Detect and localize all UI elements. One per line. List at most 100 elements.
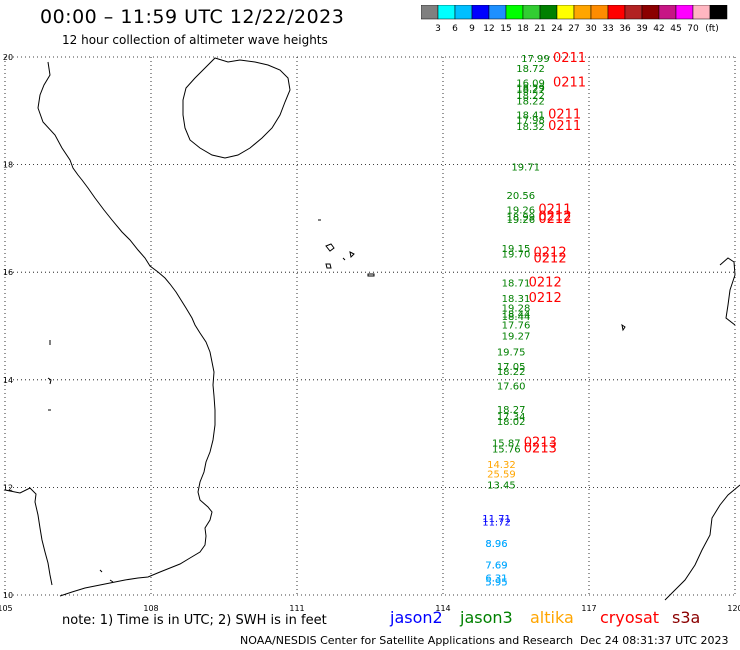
cryosat-reading: 0211	[548, 119, 581, 134]
color-scale-label: 36	[619, 24, 631, 34]
color-scale-label: 9	[469, 24, 475, 34]
jason3-reading: 18.41	[516, 110, 545, 121]
jason3-reading: 18.02	[497, 417, 526, 428]
jason3-reading: 17.60	[497, 381, 526, 392]
color-scale-label: 24	[551, 24, 563, 34]
jason3-reading: 17.99	[521, 54, 550, 65]
jason3-reading: 13.45	[487, 480, 516, 491]
jason3-reading: 18.44	[502, 309, 531, 320]
color-scale-labels: 3 6 9 12 15 18 21 24 27 30 33 36 39 42 45 70 (ft)	[435, 24, 719, 34]
cryosat-reading: 0211	[553, 76, 586, 91]
latitude-label: 10	[3, 591, 13, 600]
jason3-reading: 15.76	[492, 444, 521, 455]
color-scale-label: 39	[636, 24, 648, 34]
jason2-reading: 8.96	[485, 539, 507, 550]
jason3-reading: 18.22	[516, 96, 545, 107]
vietnam-coastline	[37, 61, 216, 597]
con-dao-islands	[47, 340, 114, 583]
color-scale-label: 30	[585, 24, 597, 34]
jason3-reading: 18.29	[516, 83, 545, 94]
legend-altika: altika	[530, 608, 574, 627]
longitude-label: 105	[0, 604, 13, 613]
color-scale-label: 42	[653, 24, 664, 34]
jason3-reading: 17.05	[497, 362, 526, 373]
jason2-reading-light: 6.31	[485, 574, 507, 585]
color-scale-label: 45	[670, 24, 681, 34]
longitude-label: 114	[435, 604, 450, 613]
jason3-reading: 18.22	[516, 91, 545, 102]
jason3-reading: 20.56	[507, 191, 536, 202]
latitude-label: 18	[3, 161, 13, 170]
altika-reading: 25.59	[487, 470, 516, 481]
jason3-reading: 15.87	[492, 439, 521, 450]
cryosat-reading: 0212	[529, 276, 562, 291]
longitude-label: 108	[143, 604, 158, 613]
jason2-reading: 5.95	[485, 577, 507, 588]
jason2-reading: 7.69	[485, 561, 507, 572]
wave-height-readings: 17.9918.7216.0918.2918.2718.2218.2218.41…	[482, 51, 586, 588]
jason2-reading: 11.71	[482, 514, 511, 525]
color-scale-swatches	[421, 5, 728, 20]
cryosat-reading: 0211	[538, 203, 571, 218]
cryosat-reading: 0212	[538, 212, 571, 227]
jason3-reading: 18.72	[516, 64, 545, 75]
altika-reading: 14.32	[487, 460, 516, 471]
chart-title: 00:00 – 11:59 UTC 12/22/2023	[40, 6, 345, 28]
palawan-coastline	[664, 484, 740, 601]
map-gridlines	[4, 56, 736, 596]
latitude-label: 14	[3, 376, 13, 385]
latitude-tick-labels: 20 18 16 14 12 10	[3, 53, 13, 600]
color-scale-unit: (ft)	[705, 24, 719, 34]
longitude-label: 120	[727, 604, 740, 613]
longitude-label: 117	[581, 604, 596, 613]
color-scale-label: 27	[568, 24, 579, 34]
jason3-reading: 19.15	[502, 244, 531, 255]
legend-jason2: jason2	[390, 608, 443, 627]
small-reef	[621, 323, 626, 332]
latitude-label: 12	[3, 483, 13, 492]
jason3-reading: 17.76	[502, 321, 531, 332]
jason3-reading: 19.28	[502, 303, 531, 314]
jason3-reading: 18.27	[497, 405, 526, 416]
jason3-reading: 19.27	[502, 331, 531, 342]
jason2-reading: 11.72	[482, 518, 511, 529]
longitude-label: 111	[289, 604, 304, 613]
color-scale-label: 21	[534, 24, 545, 34]
cryosat-reading: 0211	[548, 107, 581, 122]
color-scale-label: 6	[452, 24, 458, 34]
color-swatch	[709, 5, 728, 20]
legend-s3a: s3a	[672, 608, 701, 627]
color-scale-label: 15	[500, 24, 511, 34]
jason3-reading: 18.22	[497, 367, 526, 378]
footer-credit: NOAA/NESDIS Center for Satellite Applica…	[240, 634, 574, 647]
jason3-reading: 19.26	[507, 215, 536, 226]
jason3-reading: 19.75	[497, 348, 526, 359]
color-scale-label: 70	[687, 24, 699, 34]
jason3-reading: 17.34	[497, 412, 526, 423]
latitude-label: 20	[3, 53, 13, 62]
jason3-reading: 16.09	[516, 79, 545, 90]
cryosat-reading: 0212	[534, 252, 567, 267]
jason2-reading: 6.31	[485, 574, 507, 585]
jason3-reading: 18.99	[507, 213, 536, 224]
color-scale-bar: 3 6 9 12 15 18 21 24 27 30 33 36 39 42 45 70 (ft)	[421, 5, 728, 34]
jason3-reading: 18.71	[502, 279, 531, 290]
legend-jason3: jason3	[460, 608, 513, 627]
cryosat-reading: 0212	[538, 210, 571, 225]
jason3-reading: 19.26	[507, 206, 536, 217]
chart-subtitle: 12 hour collection of altimeter wave hei…	[62, 33, 328, 47]
land-outlines	[4, 57, 740, 601]
paracel-islands	[318, 219, 375, 277]
jason3-reading: 18.27	[516, 85, 545, 96]
cryosat-reading: 0213	[524, 436, 557, 451]
jason3-reading: 17.98	[516, 116, 545, 127]
jason3-reading: 18.44	[502, 312, 531, 323]
jason3-reading: 19.71	[511, 163, 540, 174]
color-scale-label: 18	[517, 24, 529, 34]
cryosat-reading: 0212	[534, 246, 567, 261]
cryosat-reading: 0211	[553, 51, 586, 66]
legend-cryosat: cryosat	[600, 608, 660, 627]
hainan-island	[182, 57, 291, 159]
cryosat-reading: 0212	[529, 291, 562, 306]
